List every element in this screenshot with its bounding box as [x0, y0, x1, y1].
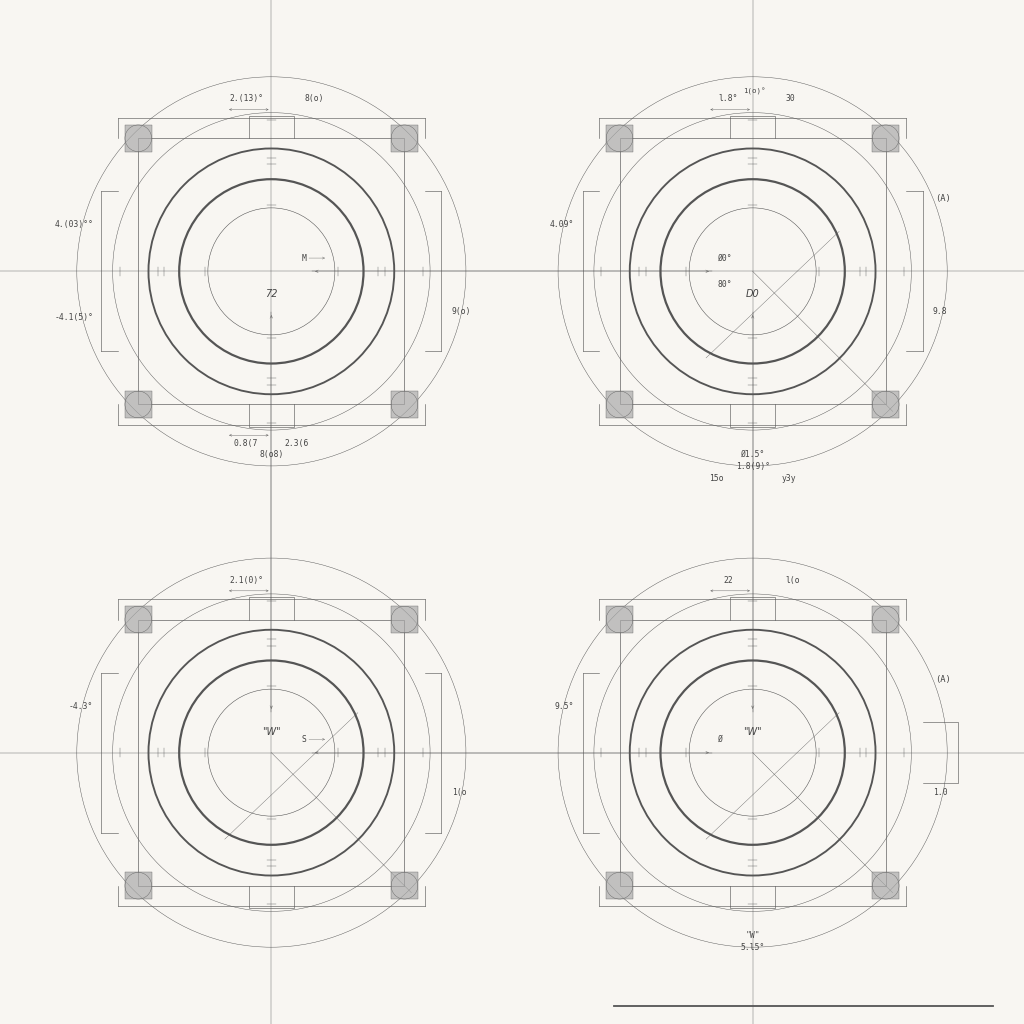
Text: y3y: y3y: [781, 474, 796, 483]
Text: -4.3°: -4.3°: [69, 701, 93, 711]
Bar: [125, 872, 152, 899]
Bar: [391, 872, 418, 899]
Text: 9.8: 9.8: [933, 307, 947, 315]
Bar: [606, 606, 633, 633]
Text: (A): (A): [935, 194, 950, 203]
Text: 1(o)°: 1(o)°: [743, 88, 766, 95]
Text: S: S: [301, 735, 306, 743]
Text: 1(o: 1(o: [452, 788, 466, 797]
Text: l(o: l(o: [785, 575, 800, 585]
Bar: [872, 125, 899, 152]
Bar: [606, 125, 633, 152]
Text: 72: 72: [265, 289, 278, 299]
Bar: [125, 606, 152, 633]
Text: 2.(13)°: 2.(13)°: [229, 94, 264, 103]
Bar: [620, 620, 886, 886]
Text: 5.l5°: 5.l5°: [740, 943, 765, 952]
Bar: [872, 872, 899, 899]
Text: "W": "W": [262, 727, 281, 737]
Text: 15o: 15o: [710, 474, 724, 483]
Text: (A): (A): [935, 675, 950, 684]
Text: Ø: Ø: [718, 735, 723, 743]
Text: 8(o8): 8(o8): [259, 450, 284, 459]
Bar: [138, 620, 404, 886]
Text: "W": "W": [745, 931, 760, 940]
Bar: [606, 872, 633, 899]
Text: 1.0: 1.0: [933, 788, 947, 797]
Bar: [620, 138, 886, 404]
Text: 80°: 80°: [718, 281, 732, 289]
Text: l.8°: l.8°: [718, 94, 738, 103]
Text: M: M: [301, 254, 306, 262]
Text: 9(o): 9(o): [452, 307, 471, 315]
Text: Ø1.5°: Ø1.5°: [740, 450, 765, 459]
Text: 2.1(0)°: 2.1(0)°: [229, 575, 264, 585]
Text: 0.8(7: 0.8(7: [233, 439, 258, 449]
Bar: [391, 606, 418, 633]
Text: 22: 22: [723, 575, 733, 585]
Bar: [391, 125, 418, 152]
Bar: [606, 391, 633, 418]
Text: "W": "W": [743, 727, 762, 737]
Text: Ø0°: Ø0°: [718, 254, 732, 262]
Bar: [872, 606, 899, 633]
Text: 9.5°: 9.5°: [555, 701, 574, 711]
Bar: [138, 138, 404, 404]
Text: 30: 30: [785, 94, 796, 103]
Text: 2.3(6: 2.3(6: [285, 439, 309, 449]
Bar: [391, 391, 418, 418]
Text: -4.1(5)°: -4.1(5)°: [54, 313, 93, 323]
Text: 4.09°: 4.09°: [550, 220, 574, 229]
Text: 1.8(9)°: 1.8(9)°: [735, 462, 770, 471]
Bar: [125, 391, 152, 418]
Text: 8(o): 8(o): [304, 94, 324, 103]
Bar: [872, 391, 899, 418]
Bar: [125, 125, 152, 152]
Text: D0: D0: [745, 289, 760, 299]
Text: 4.(03)°°: 4.(03)°°: [54, 220, 93, 229]
